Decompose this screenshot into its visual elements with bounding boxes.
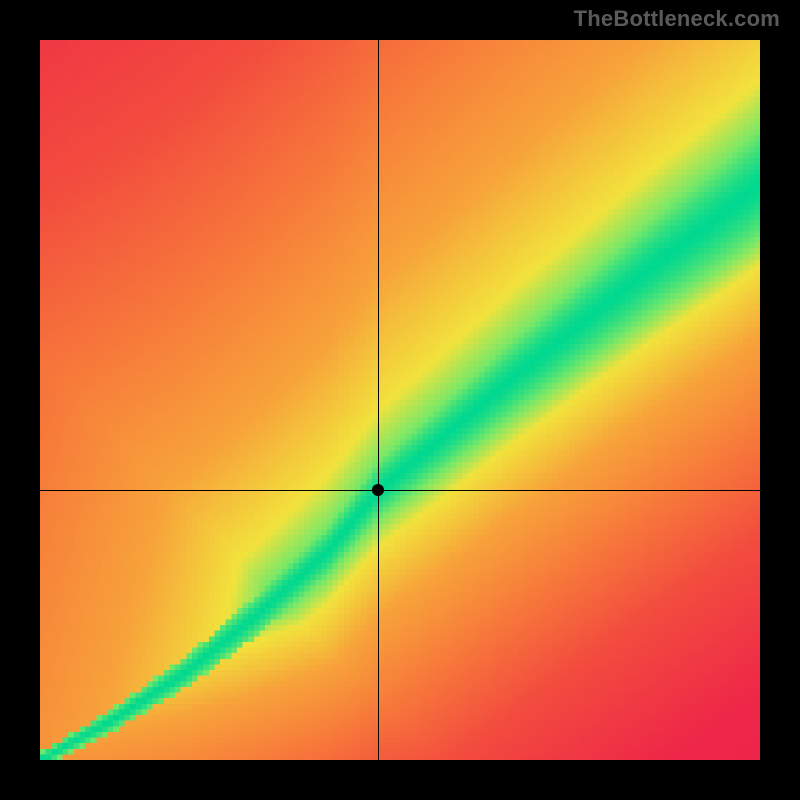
data-point-marker (372, 484, 384, 496)
crosshair-vertical (378, 40, 379, 760)
watermark-text: TheBottleneck.com (574, 6, 780, 32)
crosshair-horizontal (40, 490, 760, 491)
heatmap-canvas (40, 40, 760, 760)
heatmap-plot (40, 40, 760, 760)
figure-frame: TheBottleneck.com (0, 0, 800, 800)
